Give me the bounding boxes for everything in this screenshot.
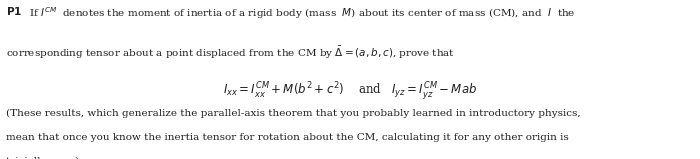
Text: corresponding tensor about a point displaced from the CM by $\bar{\Delta}= (a, b: corresponding tensor about a point displ… [6, 45, 455, 61]
Text: trivially easy.): trivially easy.) [6, 157, 78, 159]
Text: $\mathbf{P1}$: $\mathbf{P1}$ [6, 5, 22, 17]
Text: mean that once you know the inertia tensor for rotation about the CM, calculatin: mean that once you know the inertia tens… [6, 133, 568, 142]
Text: If $I^{CM}$  denotes the moment of inertia of a rigid body (mass  $M$) about its: If $I^{CM}$ denotes the moment of inerti… [29, 5, 576, 21]
Text: $I_{xx} = I_{xx}^{CM} + M(b^2 + c^2)$    and   $I_{yz} = I_{yz}^{CM} - Mab$: $I_{xx} = I_{xx}^{CM} + M(b^2 + c^2)$ an… [223, 80, 477, 102]
Text: (These results, which generalize the parallel-axis theorem that you probably lea: (These results, which generalize the par… [6, 109, 580, 118]
